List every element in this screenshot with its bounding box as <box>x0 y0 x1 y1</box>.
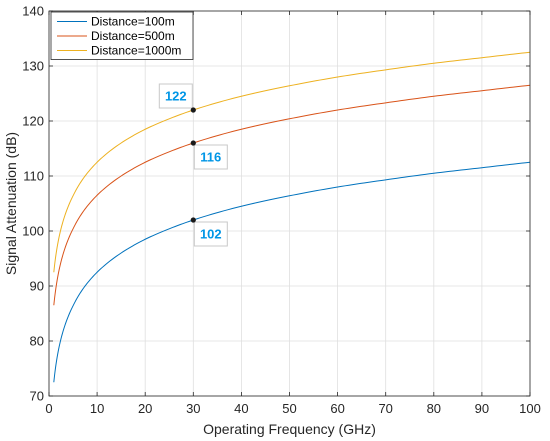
legend-entry: Distance=100m <box>91 15 175 29</box>
y-tick-label: 110 <box>23 169 44 184</box>
y-tick-label: 100 <box>22 224 44 239</box>
x-tick-label: 10 <box>90 401 104 416</box>
y-tick-label: 140 <box>22 4 44 19</box>
y-axis-label: Signal Attenuation (dB) <box>3 132 19 275</box>
datatip-label: 122 <box>165 89 187 104</box>
datatip-box <box>193 144 228 170</box>
datatip-marker <box>190 140 196 146</box>
x-tick-label: 30 <box>186 401 200 416</box>
x-tick-label: 50 <box>282 401 296 416</box>
x-tick-label: 70 <box>378 401 392 416</box>
y-tick-label: 120 <box>22 114 44 129</box>
axis-ticks: 0 10 20 30 40 50 60 70 80 90 100 70 80 90 100 110 120 130… <box>22 4 541 417</box>
series-layer <box>53 51 531 383</box>
x-tick-label: 0 <box>45 401 52 416</box>
datatip-marker <box>190 107 196 113</box>
legend-entry: Distance=1000m <box>91 44 181 58</box>
series-line-3 <box>53 51 531 273</box>
y-tick-label: 70 <box>30 389 44 404</box>
datatip-label: 102 <box>200 227 222 242</box>
x-axis-label: Operating Frequency (GHz) <box>203 421 376 437</box>
datatip-box <box>158 83 193 109</box>
y-tick-label: 90 <box>30 279 44 294</box>
x-tick-label: 40 <box>234 401 248 416</box>
legend-entry: Distance=500m <box>91 29 175 43</box>
annotation-layer: 122 116 102 <box>158 83 228 247</box>
y-tick-label: 80 <box>30 334 44 349</box>
series-line-1 <box>53 161 531 383</box>
x-tick-label: 20 <box>138 401 152 416</box>
datatip-box <box>193 221 228 247</box>
datatip-label: 116 <box>200 150 221 165</box>
datatip-marker <box>190 217 196 223</box>
x-tick-label: 80 <box>427 401 441 416</box>
y-tick-label: 130 <box>22 59 44 74</box>
x-tick-label: 90 <box>475 401 489 416</box>
x-tick-label: 60 <box>330 401 344 416</box>
x-tick-label: 100 <box>519 401 541 416</box>
series-line-2 <box>53 84 531 306</box>
